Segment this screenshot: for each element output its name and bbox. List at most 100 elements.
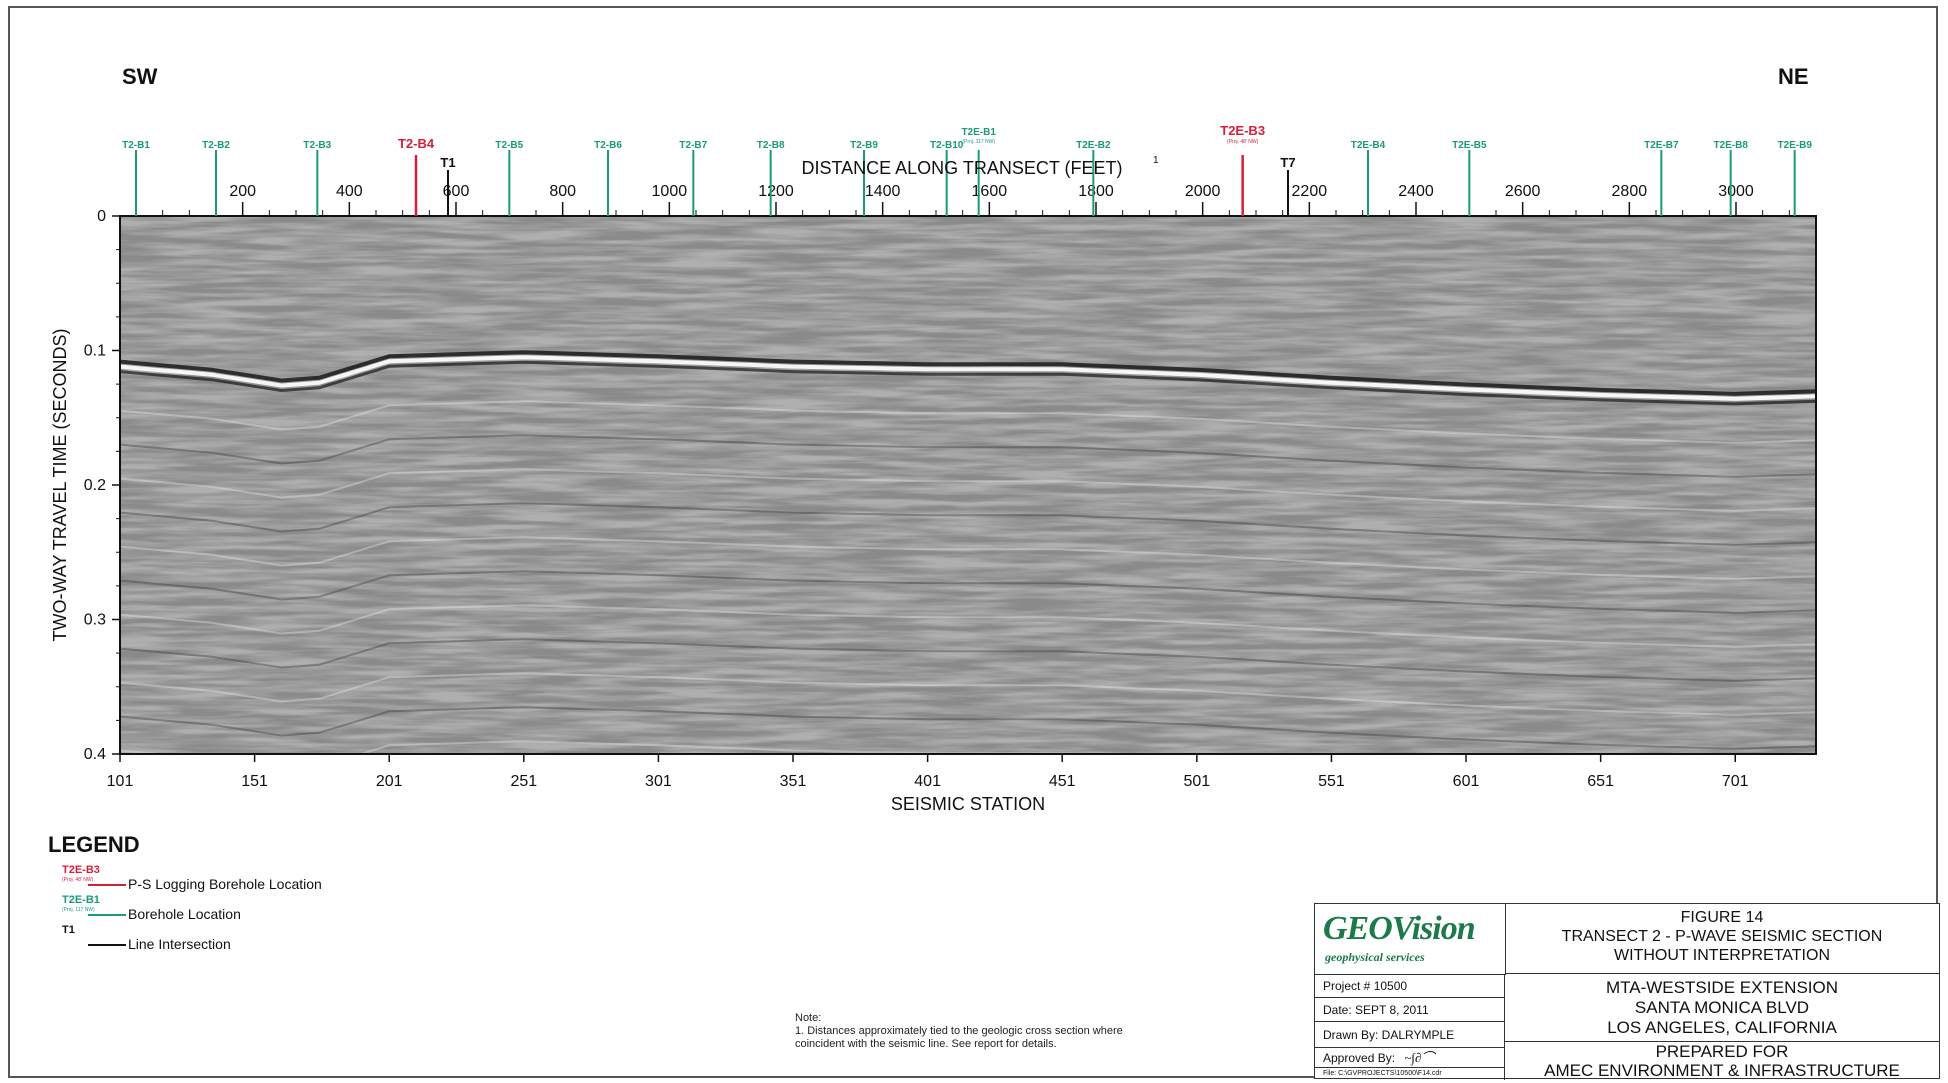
legend-label: Borehole Location bbox=[128, 906, 241, 922]
project-number: Project # 10500 bbox=[1315, 974, 1505, 998]
reflector-dark bbox=[120, 350, 1816, 396]
figure-title-line1: TRANSECT 2 - P-WAVE SEISMIC SECTION bbox=[1561, 928, 1883, 945]
borehole-label: T2E-B2 bbox=[1076, 140, 1111, 151]
reflector-faint bbox=[120, 604, 1816, 648]
x-tick-label: 351 bbox=[780, 773, 807, 790]
top-tick-label: 1400 bbox=[865, 183, 901, 200]
legend-sublabel: (Proj. 48' NW) bbox=[62, 877, 94, 883]
legend-code: T1 bbox=[62, 924, 75, 936]
y-tick-label: 0 bbox=[97, 208, 106, 225]
borehole-label: T2E-B9 bbox=[1777, 140, 1812, 151]
project-line2: SANTA MONICA BLVD bbox=[1634, 998, 1810, 1017]
borehole-label: T2E-B8 bbox=[1713, 140, 1748, 151]
borehole-label: T2-B9 bbox=[850, 140, 878, 151]
borehole-label: T2-B3 bbox=[303, 140, 331, 151]
note: Note: 1. Distances approximately tied to… bbox=[795, 1012, 1125, 1051]
reflector-bright bbox=[120, 355, 1816, 401]
reflector-faint bbox=[120, 740, 1105, 754]
borehole-label: T2-B10 bbox=[930, 140, 964, 151]
project-line1: MTA-WESTSIDE EXTENSION bbox=[1605, 978, 1839, 997]
top-tick-label: 1600 bbox=[972, 183, 1008, 200]
x-tick-label: 651 bbox=[1587, 773, 1614, 790]
borehole-label: T2-B6 bbox=[594, 140, 622, 151]
logo-text: GEOVision bbox=[1323, 910, 1476, 947]
y-tick-label: 0.3 bbox=[84, 612, 106, 629]
reflector-faint bbox=[120, 672, 1816, 716]
borehole-label: T2E-B5 bbox=[1452, 140, 1487, 151]
prepared-for: PREPARED FOR AMEC ENVIRONMENT & INFRASTR… bbox=[1505, 1042, 1939, 1080]
legend-label: P-S Logging Borehole Location bbox=[128, 876, 322, 892]
y-tick-label: 0.4 bbox=[84, 746, 106, 763]
logo-subtitle: geophysical services bbox=[1325, 950, 1425, 964]
reflector-faint bbox=[120, 638, 1816, 682]
figure-title-line2: WITHOUT INTERPRETATION bbox=[1614, 947, 1830, 964]
reflector-faint bbox=[120, 570, 1816, 614]
note-body: 1. Distances approximately tied to the g… bbox=[795, 1025, 1123, 1050]
legend-swatch bbox=[88, 944, 126, 946]
drawn-by: Drawn By: DALRYMPLE bbox=[1315, 1022, 1505, 1048]
top-tick-label: 2000 bbox=[1185, 183, 1221, 200]
x-tick-label: 151 bbox=[241, 773, 268, 790]
legend-code: T2E-B1 bbox=[62, 894, 100, 906]
legend-swatch bbox=[88, 884, 126, 886]
figure-frame bbox=[8, 6, 1938, 1078]
borehole-label: T2E-B7 bbox=[1644, 140, 1679, 151]
seismic-section-chart: 200 400 600 800 1000 1200 1400 1600 1800 2000 2200… bbox=[50, 123, 1817, 814]
x-tick-label: 301 bbox=[645, 773, 672, 790]
project-name: MTA-WESTSIDE EXTENSION SANTA MONICA BLVD… bbox=[1505, 974, 1939, 1042]
top-tick-label: 1800 bbox=[1078, 183, 1114, 200]
x-tick-label: 701 bbox=[1722, 773, 1749, 790]
direction-ne: NE bbox=[1778, 64, 1809, 89]
top-axis-superscript: 1 bbox=[1153, 155, 1159, 166]
legend-code: T2E-B3 bbox=[62, 864, 100, 876]
legend-item: T2E-B3 (Proj. 48' NW) P-S Logging Borehole… bbox=[58, 864, 458, 894]
y-tick-label: 0.1 bbox=[84, 343, 106, 360]
direction-sw: SW bbox=[122, 64, 158, 89]
x-tick-label: 101 bbox=[107, 773, 134, 790]
borehole-label: T2-B5 bbox=[495, 140, 523, 151]
company-logo: GEOVision geophysical services bbox=[1315, 904, 1506, 975]
reflector-faint bbox=[120, 400, 1816, 444]
top-tick-label: 200 bbox=[229, 183, 256, 200]
x-tick-label: 551 bbox=[1318, 773, 1345, 790]
approved-by: Approved By: ~∫∂⌒ bbox=[1315, 1048, 1505, 1068]
legend-sublabel: (Proj. 117 NW) bbox=[62, 907, 95, 913]
reflector-faint bbox=[120, 502, 1816, 546]
intersection-label: T7 bbox=[1280, 155, 1295, 170]
borehole-sublabel: (Proj. 117 NW) bbox=[962, 139, 995, 145]
top-tick-label: 400 bbox=[336, 183, 363, 200]
top-tick-label: 3000 bbox=[1718, 183, 1754, 200]
x-tick-label: 451 bbox=[1049, 773, 1076, 790]
reflector-faint bbox=[120, 434, 1816, 478]
top-tick-label: 2800 bbox=[1612, 183, 1648, 200]
reflector-faint bbox=[120, 706, 1816, 750]
legend-item: T1 Line Intersection bbox=[58, 924, 458, 954]
prepared-line1: PREPARED FOR bbox=[1655, 1042, 1789, 1061]
borehole-label: T2E-B1 bbox=[961, 127, 996, 138]
legend-item: T2E-B1 (Proj. 117 NW) Borehole Location bbox=[58, 894, 458, 924]
reflector-faint bbox=[120, 468, 1816, 512]
seismic-image bbox=[119, 215, 1817, 755]
borehole-label: T2-B1 bbox=[122, 140, 150, 151]
borehole-label: T2-B2 bbox=[202, 140, 230, 151]
top-tick-label: 2600 bbox=[1505, 183, 1541, 200]
x-tick-label: 251 bbox=[510, 773, 537, 790]
borehole-label: T2E-B3 bbox=[1220, 123, 1265, 138]
borehole-label: T2E-B4 bbox=[1351, 140, 1386, 151]
y-tick-label: 0.2 bbox=[84, 477, 106, 494]
top-tick-label: 2400 bbox=[1398, 183, 1434, 200]
x-tick-label: 201 bbox=[376, 773, 403, 790]
figure-title: FIGURE 14 TRANSECT 2 - P-WAVE SEISMIC SE… bbox=[1505, 904, 1939, 974]
top-tick-label: 1000 bbox=[652, 183, 688, 200]
date: Date: SEPT 8, 2011 bbox=[1315, 998, 1505, 1022]
legend-label: Line Intersection bbox=[128, 936, 231, 952]
top-tick-label: 2200 bbox=[1292, 183, 1328, 200]
borehole-label: T2-B7 bbox=[679, 140, 707, 151]
legend-title: LEGEND bbox=[48, 832, 140, 857]
x-axis-label: SEISMIC STATION bbox=[891, 794, 1045, 814]
prepared-line2: AMEC ENVIRONMENT & INFRASTRUCTURE bbox=[1544, 1061, 1900, 1080]
x-tick-label: 401 bbox=[914, 773, 941, 790]
top-tick-label: 1200 bbox=[758, 183, 794, 200]
legend-swatch bbox=[88, 914, 126, 916]
borehole-sublabel: (Proj. 48' NW) bbox=[1227, 139, 1259, 145]
